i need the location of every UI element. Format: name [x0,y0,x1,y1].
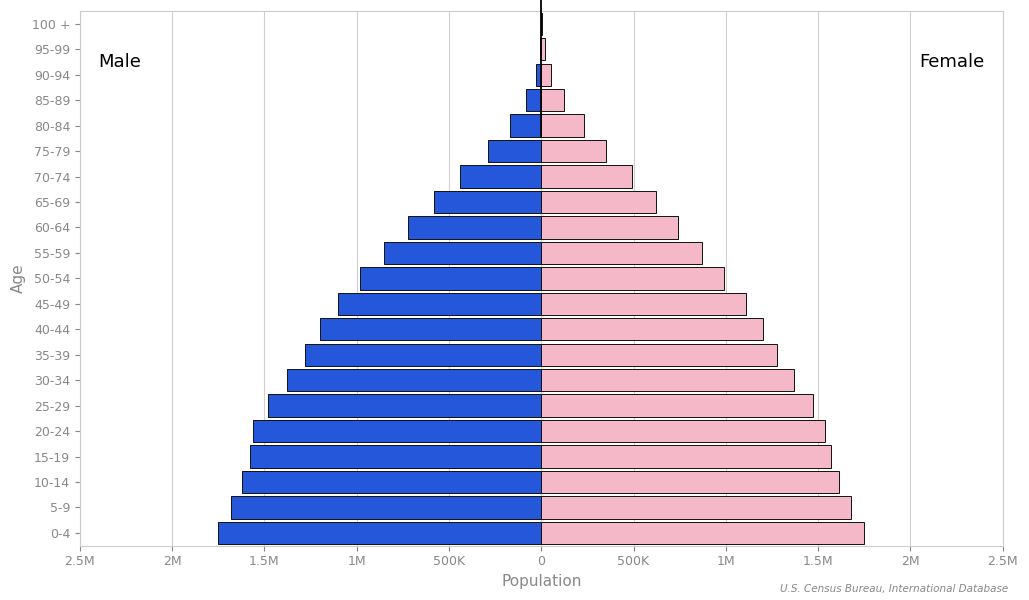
Bar [541,445,831,468]
Bar [541,394,813,417]
Bar [541,369,794,391]
Bar [320,318,541,340]
Bar [460,166,541,188]
Bar [541,115,583,137]
Bar [541,293,746,315]
Bar [527,89,541,112]
Bar [509,115,541,137]
Bar [269,394,541,417]
Bar [541,318,762,340]
Bar [305,344,541,366]
Bar [232,496,541,518]
Bar [541,420,825,442]
Y-axis label: Age: Age [11,263,26,293]
X-axis label: Population: Population [501,574,581,589]
Bar [434,191,541,213]
Bar [385,242,541,264]
Bar [409,216,541,239]
Bar [540,38,541,61]
Text: Female: Female [919,53,984,71]
Bar [541,64,552,86]
Bar [250,445,541,468]
Text: U.S. Census Bureau, International Database: U.S. Census Bureau, International Databa… [780,584,1008,594]
Bar [536,64,541,86]
Bar [488,140,541,162]
Bar [360,267,541,290]
Bar [253,420,541,442]
Bar [541,471,840,493]
Bar [541,216,678,239]
Bar [541,191,655,213]
Text: Male: Male [99,53,141,71]
Bar [541,38,544,61]
Bar [218,521,541,544]
Bar [541,166,632,188]
Bar [541,496,851,518]
Bar [242,471,541,493]
Bar [339,293,541,315]
Bar [541,267,724,290]
Bar [286,369,541,391]
Bar [541,242,702,264]
Bar [541,89,564,112]
Bar [541,521,864,544]
Bar [541,344,777,366]
Bar [541,140,606,162]
